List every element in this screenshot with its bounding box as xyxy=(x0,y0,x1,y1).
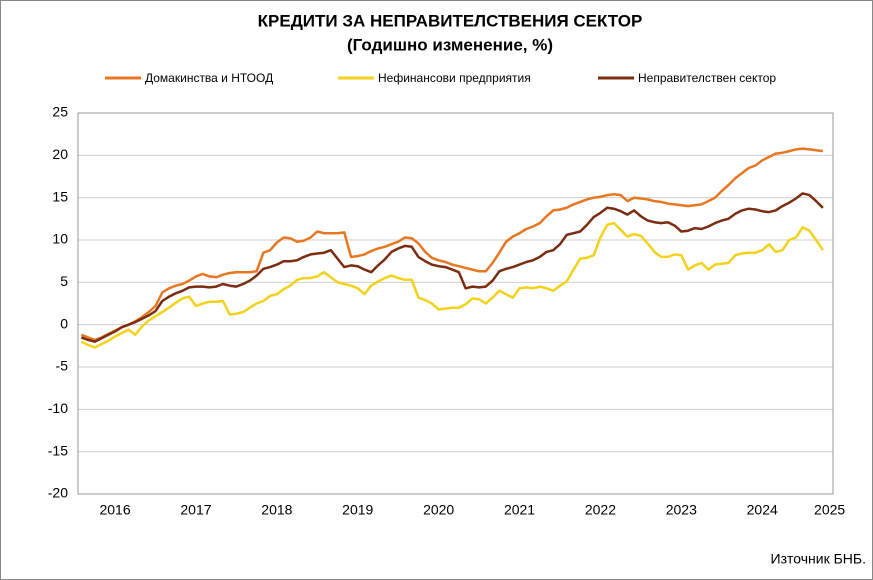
y-tick-label: -10 xyxy=(48,400,68,416)
x-tick-label: 2018 xyxy=(261,502,292,518)
y-tick-label: 10 xyxy=(52,231,68,247)
x-tick-label: 2020 xyxy=(423,502,454,518)
x-tick-label: 2024 xyxy=(747,502,778,518)
x-tick-label: 2017 xyxy=(180,502,211,518)
y-tick-label: 5 xyxy=(60,273,68,289)
legend-label: Нефинансови предприятия xyxy=(378,71,531,85)
y-tick-label: -5 xyxy=(56,358,69,374)
plot-frame xyxy=(77,112,834,495)
series-line xyxy=(80,221,824,349)
legend-label: Домакинства и НТООД xyxy=(145,71,273,85)
chart-title: КРЕДИТИ ЗА НЕПРАВИТЕЛСТВЕНИЯ СЕКТОР xyxy=(258,11,643,30)
source: Източник БНБ. xyxy=(771,551,866,567)
x-tick-label: 2019 xyxy=(342,502,373,518)
y-tick-label: -15 xyxy=(48,442,68,458)
y-tick-label: 0 xyxy=(60,315,68,331)
x-tick-label: 2021 xyxy=(504,502,535,518)
series-line xyxy=(80,147,824,342)
x-tick-label: 2022 xyxy=(585,502,616,518)
x-tick-label: 2016 xyxy=(99,502,130,518)
chart-subtitle: (Годишно изменение, %) xyxy=(347,35,553,54)
legend-label: Неправителствен сектор xyxy=(638,71,776,85)
y-tick-label: -20 xyxy=(48,485,68,501)
x-tick-label: 2023 xyxy=(666,502,697,518)
y-tick-label: 15 xyxy=(52,188,68,204)
y-tick-label: 20 xyxy=(52,146,68,162)
series-line xyxy=(80,192,824,343)
y-tick-label: 25 xyxy=(52,104,68,120)
x-tick-label: 2025 xyxy=(814,502,845,518)
